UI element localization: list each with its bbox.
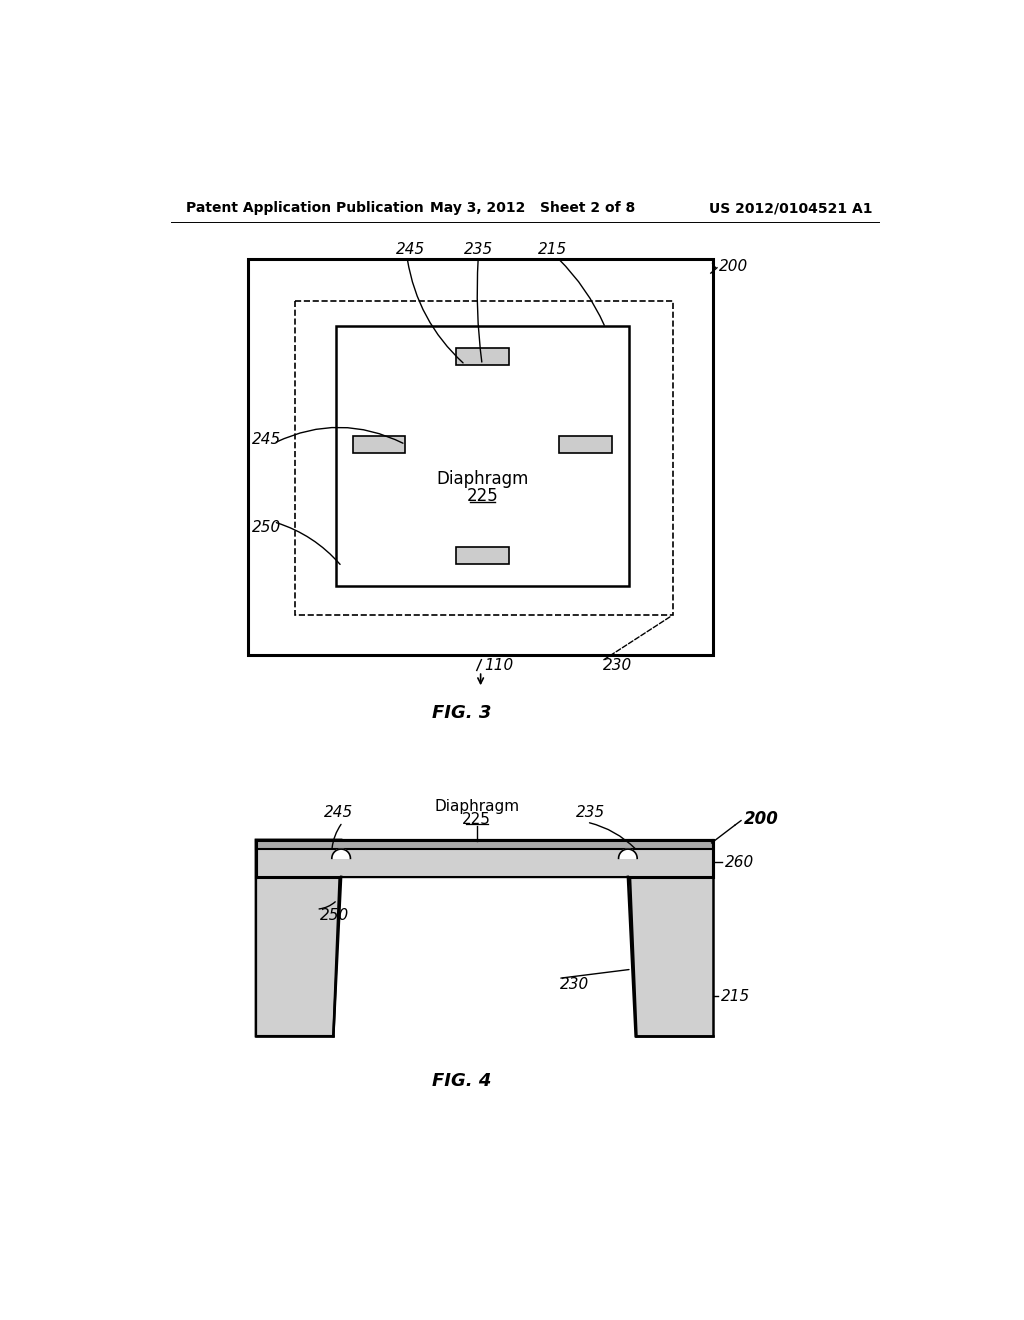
Text: 235: 235 <box>464 242 493 257</box>
Text: 245: 245 <box>252 432 282 447</box>
Text: 260: 260 <box>725 854 754 870</box>
Text: 235: 235 <box>577 805 605 821</box>
Polygon shape <box>256 840 713 876</box>
Text: US 2012/0104521 A1: US 2012/0104521 A1 <box>710 202 872 215</box>
Bar <box>352 436 406 453</box>
Text: 250: 250 <box>252 520 282 536</box>
Text: Patent Application Publication: Patent Application Publication <box>186 202 424 215</box>
Bar <box>256 840 713 849</box>
Text: Diaphragm: Diaphragm <box>434 799 519 814</box>
Text: May 3, 2012   Sheet 2 of 8: May 3, 2012 Sheet 2 of 8 <box>430 202 636 215</box>
Bar <box>295 301 673 615</box>
Bar <box>341 876 628 1036</box>
Text: 250: 250 <box>321 908 349 923</box>
Text: 215: 215 <box>721 989 751 1003</box>
Text: 200: 200 <box>719 259 748 273</box>
Text: 230: 230 <box>560 977 589 993</box>
Bar <box>456 348 509 364</box>
Text: 245: 245 <box>396 242 426 257</box>
Text: Diaphragm: Diaphragm <box>436 470 528 488</box>
Polygon shape <box>618 849 637 858</box>
Text: 215: 215 <box>538 242 567 257</box>
Text: 225: 225 <box>462 812 492 826</box>
Bar <box>336 326 629 586</box>
Bar <box>559 436 611 453</box>
Text: FIG. 3: FIG. 3 <box>431 704 490 722</box>
Text: 245: 245 <box>325 805 353 821</box>
Polygon shape <box>256 840 341 1036</box>
Bar <box>248 259 713 655</box>
Text: 200: 200 <box>744 810 779 828</box>
Text: 225: 225 <box>466 487 498 506</box>
Polygon shape <box>332 849 350 858</box>
Bar <box>456 548 509 564</box>
Polygon shape <box>628 840 713 1036</box>
Text: 230: 230 <box>603 657 633 673</box>
Text: FIG. 4: FIG. 4 <box>431 1072 490 1090</box>
Text: 110: 110 <box>484 657 514 673</box>
